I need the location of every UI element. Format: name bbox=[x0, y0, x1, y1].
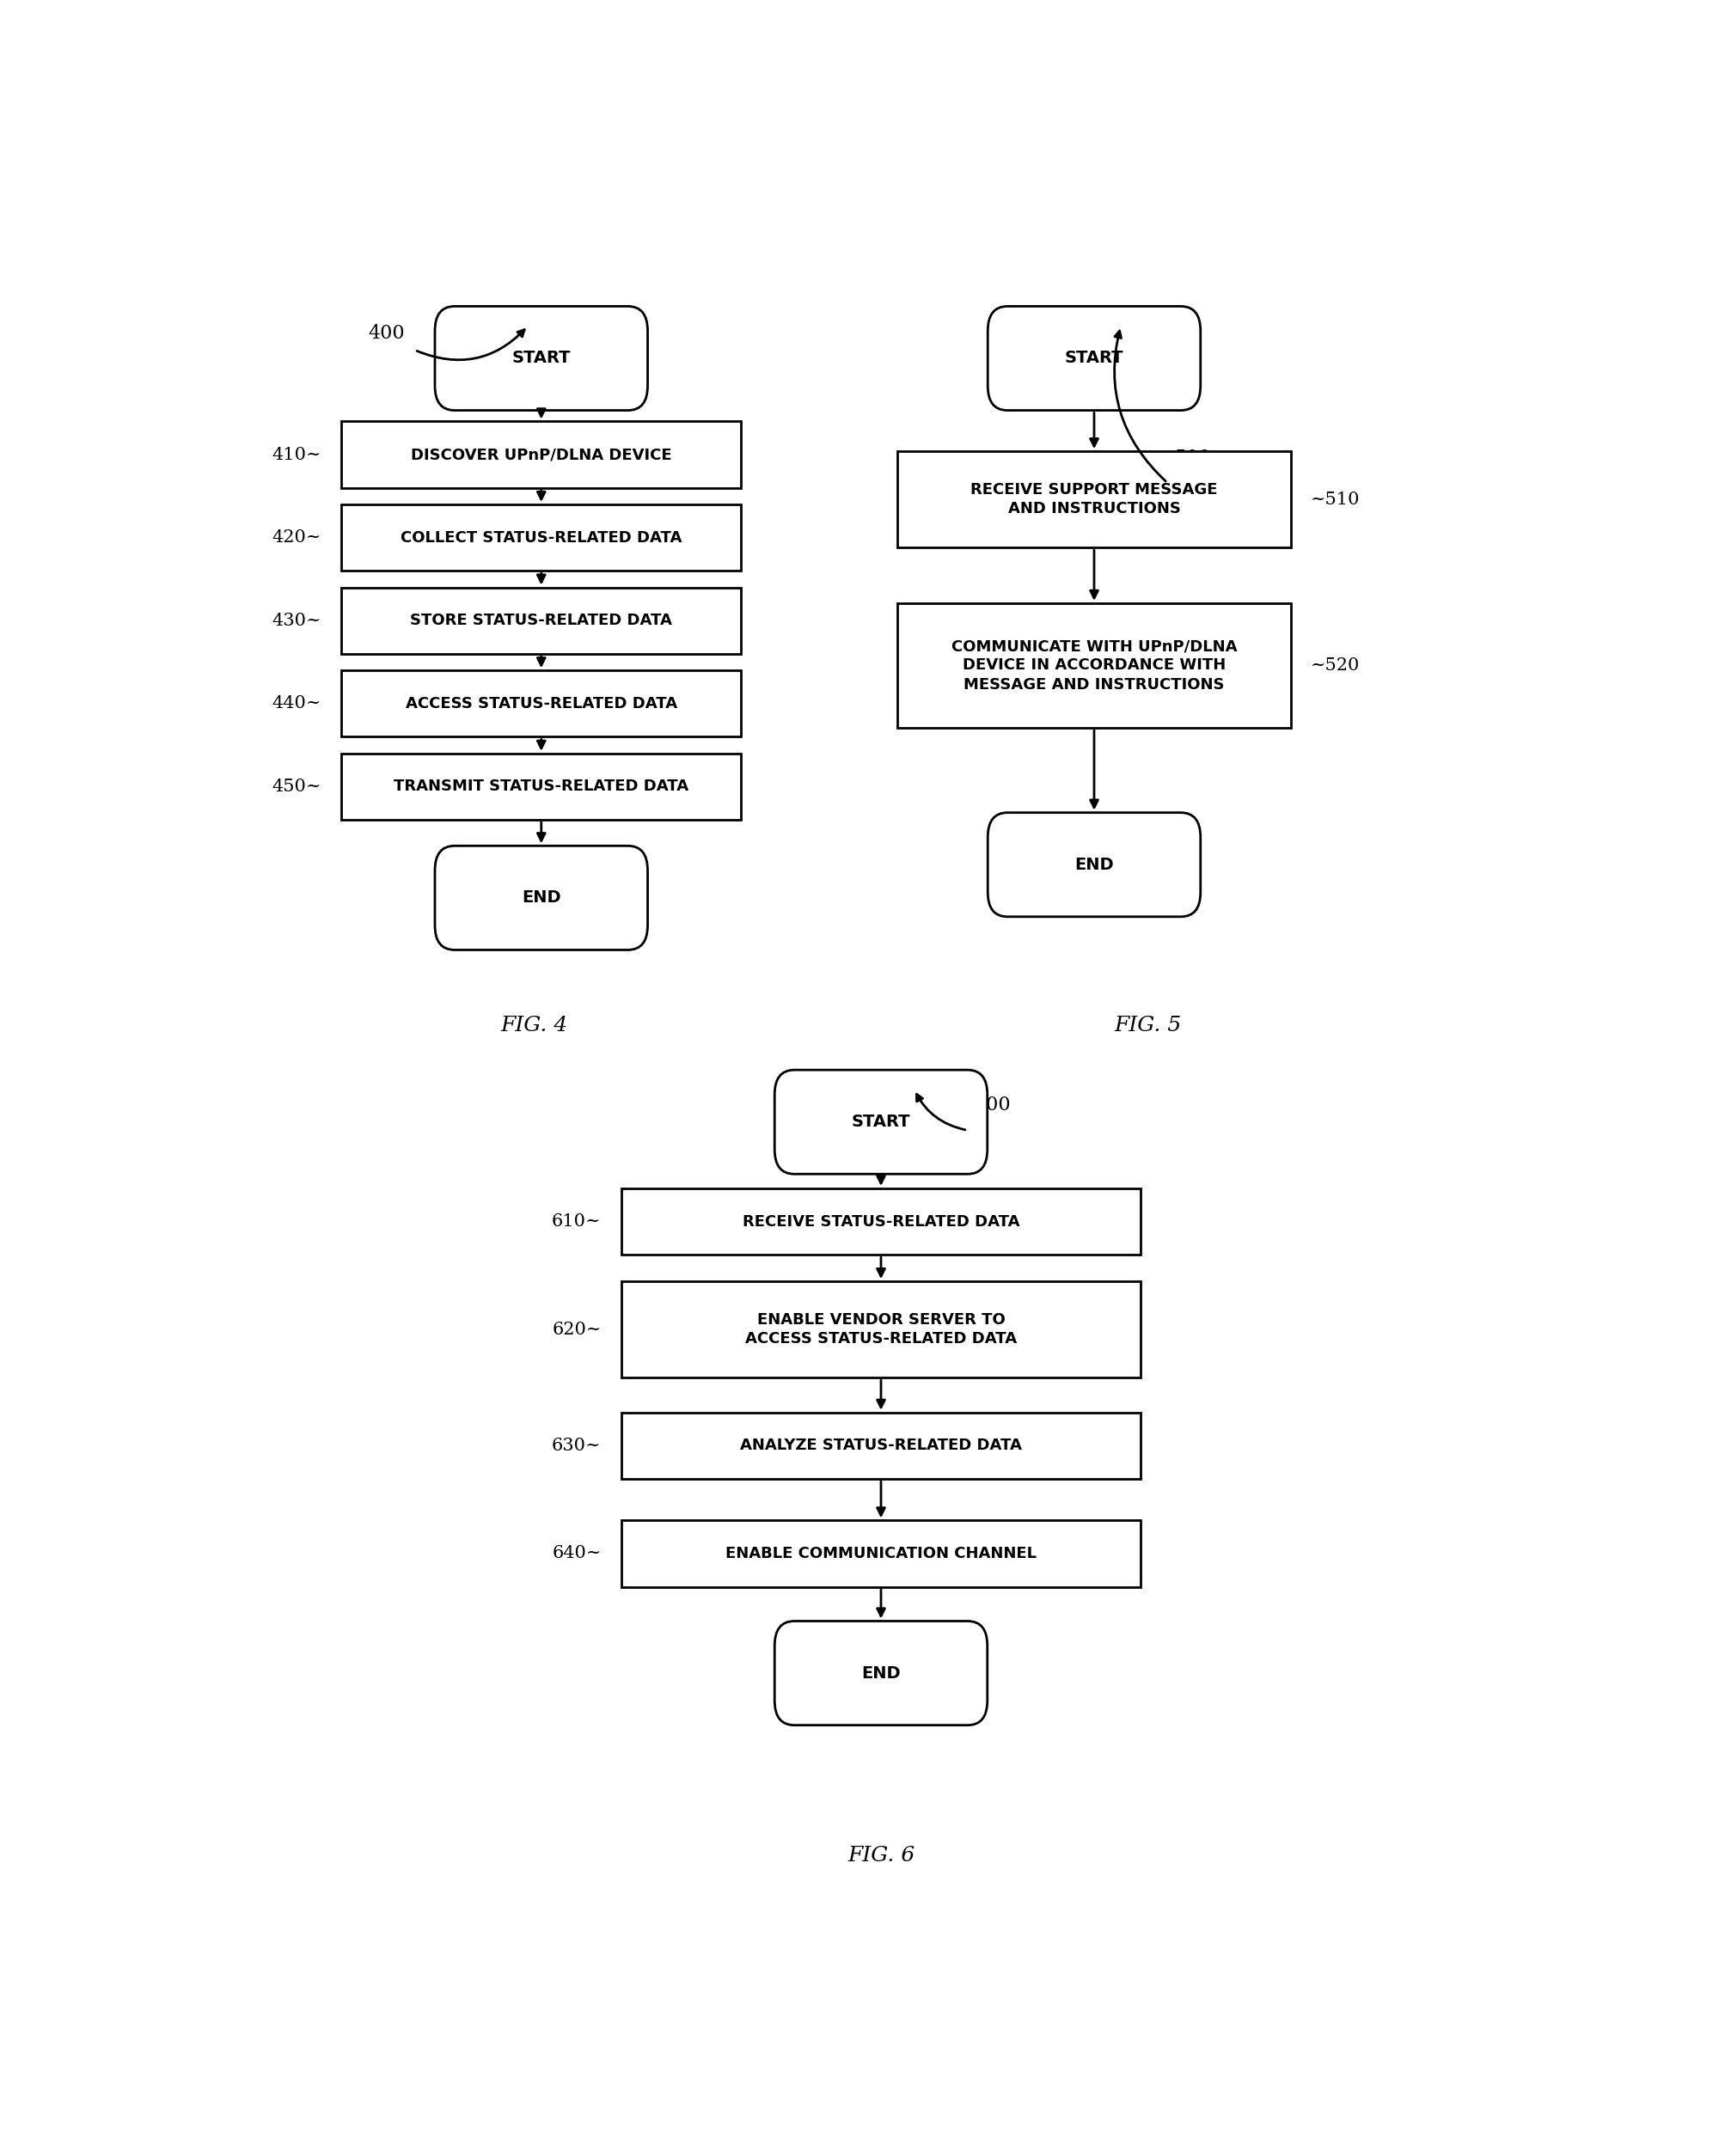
Text: COMMUNICATE WITH UPnP/DLNA
DEVICE IN ACCORDANCE WITH
MESSAGE AND INSTRUCTIONS: COMMUNICATE WITH UPnP/DLNA DEVICE IN ACC… bbox=[951, 638, 1238, 692]
Text: ~520: ~520 bbox=[1310, 658, 1360, 673]
Text: 440~: 440~ bbox=[272, 696, 321, 711]
Text: 420~: 420~ bbox=[272, 530, 321, 545]
FancyBboxPatch shape bbox=[435, 845, 648, 951]
Text: STORE STATUS-RELATED DATA: STORE STATUS-RELATED DATA bbox=[411, 612, 672, 627]
FancyBboxPatch shape bbox=[435, 306, 648, 410]
Text: RECEIVE SUPPORT MESSAGE
AND INSTRUCTIONS: RECEIVE SUPPORT MESSAGE AND INSTRUCTIONS bbox=[971, 483, 1217, 517]
Text: 630~: 630~ bbox=[552, 1438, 602, 1453]
Text: 600: 600 bbox=[975, 1095, 1011, 1115]
Text: ENABLE VENDOR SERVER TO
ACCESS STATUS-RELATED DATA: ENABLE VENDOR SERVER TO ACCESS STATUS-RE… bbox=[744, 1313, 1018, 1348]
Text: 610~: 610~ bbox=[552, 1214, 602, 1229]
Text: ANALYZE STATUS-RELATED DATA: ANALYZE STATUS-RELATED DATA bbox=[741, 1438, 1021, 1453]
Text: 640~: 640~ bbox=[552, 1546, 602, 1561]
Bar bbox=[621, 1188, 1141, 1255]
Bar bbox=[621, 1520, 1141, 1587]
Text: 410~: 410~ bbox=[272, 446, 321, 464]
Text: START: START bbox=[512, 349, 571, 367]
Text: 430~: 430~ bbox=[272, 612, 321, 630]
Text: FIG. 5: FIG. 5 bbox=[1114, 1015, 1181, 1035]
Bar bbox=[897, 604, 1291, 729]
Text: TRANSMIT STATUS-RELATED DATA: TRANSMIT STATUS-RELATED DATA bbox=[394, 778, 689, 793]
Text: ~510: ~510 bbox=[1310, 492, 1360, 507]
Bar bbox=[342, 752, 741, 819]
FancyBboxPatch shape bbox=[988, 306, 1200, 410]
Text: END: END bbox=[1074, 856, 1114, 873]
Bar bbox=[342, 505, 741, 571]
Text: END: END bbox=[861, 1664, 901, 1682]
Text: 500: 500 bbox=[1174, 448, 1210, 468]
Text: DISCOVER UPnP/DLNA DEVICE: DISCOVER UPnP/DLNA DEVICE bbox=[411, 446, 672, 461]
Text: START: START bbox=[1064, 349, 1124, 367]
Text: FIG. 4: FIG. 4 bbox=[500, 1015, 569, 1035]
Text: FIG. 6: FIG. 6 bbox=[847, 1846, 915, 1865]
Bar bbox=[342, 586, 741, 653]
Text: RECEIVE STATUS-RELATED DATA: RECEIVE STATUS-RELATED DATA bbox=[743, 1214, 1019, 1229]
Text: 620~: 620~ bbox=[552, 1322, 602, 1337]
Text: 450~: 450~ bbox=[272, 778, 321, 796]
Bar bbox=[342, 671, 741, 737]
Bar bbox=[621, 1281, 1141, 1378]
Text: ENABLE COMMUNICATION CHANNEL: ENABLE COMMUNICATION CHANNEL bbox=[725, 1546, 1037, 1561]
Text: START: START bbox=[851, 1115, 911, 1130]
FancyBboxPatch shape bbox=[775, 1621, 987, 1725]
Text: ACCESS STATUS-RELATED DATA: ACCESS STATUS-RELATED DATA bbox=[406, 696, 677, 711]
Text: END: END bbox=[521, 890, 560, 906]
Bar bbox=[342, 420, 741, 487]
FancyBboxPatch shape bbox=[988, 813, 1200, 916]
Bar bbox=[621, 1412, 1141, 1479]
FancyBboxPatch shape bbox=[775, 1069, 987, 1175]
Text: COLLECT STATUS-RELATED DATA: COLLECT STATUS-RELATED DATA bbox=[401, 530, 682, 545]
Bar bbox=[897, 451, 1291, 548]
Text: 400: 400 bbox=[368, 323, 404, 343]
